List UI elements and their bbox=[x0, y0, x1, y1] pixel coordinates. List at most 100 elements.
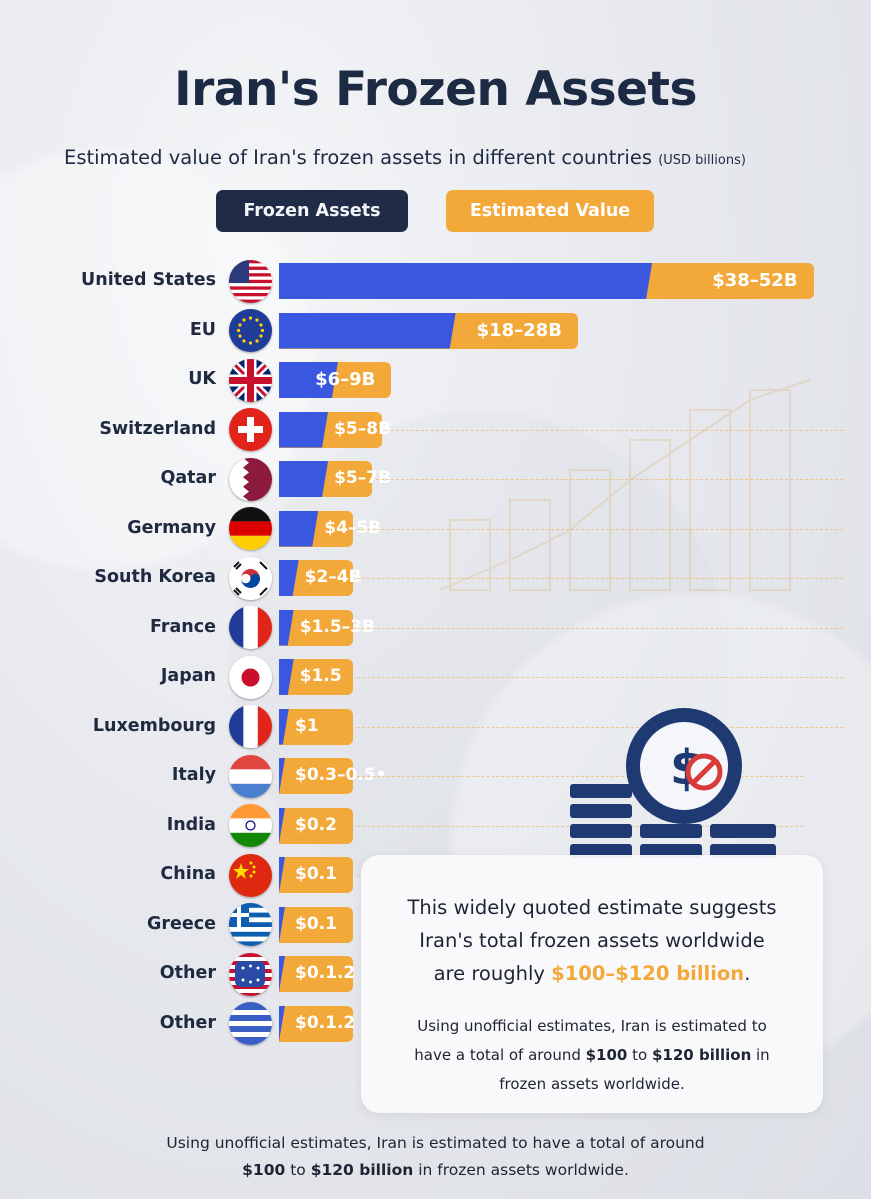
summary-headline: This widely quoted estimate suggests Ira… bbox=[361, 891, 823, 990]
other-flag-icon bbox=[229, 952, 272, 996]
bar-value-label: $1.5 bbox=[299, 666, 342, 686]
detail-line-3: frozen assets worldwide. bbox=[499, 1075, 685, 1093]
frozen-assets-bar bbox=[279, 560, 299, 596]
summary-line-3-post: . bbox=[744, 962, 751, 985]
detail-mid: to bbox=[627, 1046, 652, 1064]
legend-frozen-assets: Frozen Assets bbox=[216, 190, 408, 232]
subtitle-unit: (USD billions) bbox=[658, 153, 746, 168]
country-label: EU bbox=[189, 319, 216, 340]
country-label: Greece bbox=[147, 913, 216, 934]
frozen-assets-bar bbox=[279, 313, 456, 349]
chart-subtitle: Estimated value of Iran's frozen assets … bbox=[64, 146, 864, 169]
bar-value-label: $4–5B bbox=[324, 517, 382, 538]
us-flag-icon bbox=[229, 259, 272, 303]
country-label: Other bbox=[159, 1012, 216, 1033]
summary-highlight: $100–$120 billion bbox=[551, 962, 745, 985]
detail-bold-1: $100 bbox=[585, 1046, 628, 1064]
estimated-value-bar bbox=[279, 956, 353, 992]
frozen-assets-bar bbox=[279, 263, 652, 299]
bar-value-label: $0.1 bbox=[295, 913, 337, 934]
detail-line-2-pre: have a total of around bbox=[414, 1046, 586, 1064]
frozen-assets-bar bbox=[279, 857, 285, 893]
guide-line bbox=[357, 578, 843, 579]
page-title: Iran's Frozen Assets bbox=[174, 62, 697, 117]
estimated-value-bar bbox=[279, 758, 353, 794]
frozen-assets-bar bbox=[279, 511, 318, 547]
guide-line bbox=[357, 528, 843, 530]
guide-line bbox=[357, 776, 803, 777]
country-label: Italy bbox=[171, 765, 216, 785]
detail-line-1: Using unofficial estimates, Iran is esti… bbox=[417, 1017, 767, 1035]
bar-value-label: $0.1.2 bbox=[295, 1012, 356, 1033]
frozen-assets-bar bbox=[279, 907, 285, 943]
guide-line bbox=[357, 726, 843, 728]
frozen-money-icon: $ bbox=[570, 708, 776, 858]
bar-value-label: $1.5–3B bbox=[299, 616, 375, 637]
country-label: France bbox=[150, 616, 216, 637]
uk-flag-icon bbox=[229, 358, 272, 402]
legend-estimated-value: Estimated Value bbox=[446, 190, 654, 232]
estimated-value-bar bbox=[279, 906, 353, 943]
detail-line-2: have a total of around $100 to $120 bill… bbox=[361, 1041, 823, 1070]
summary-detail: Using unofficial estimates, Iran is esti… bbox=[361, 1012, 823, 1099]
country-label: Japan bbox=[160, 666, 216, 686]
subtitle-text: Estimated value of Iran's frozen assets … bbox=[64, 146, 652, 169]
frozen-assets-bar bbox=[279, 1006, 285, 1042]
guide-line bbox=[357, 677, 843, 678]
frozen-assets-bar bbox=[279, 709, 289, 745]
country-label: Qatar bbox=[160, 468, 217, 488]
summary-line-1: This widely quoted estimate suggests bbox=[407, 896, 777, 919]
summary-line-3: are roughly $100–$120 billion. bbox=[361, 957, 823, 990]
frozen-assets-bar bbox=[279, 362, 338, 398]
country-label: Luxembourg bbox=[92, 715, 216, 736]
bar-value-label: $0.2 bbox=[295, 814, 337, 835]
bar-value-label: $1 bbox=[295, 715, 319, 736]
germany-flag-icon bbox=[229, 507, 272, 550]
south-korea-flag-icon bbox=[229, 556, 272, 600]
footer-line-1: Using unofficial estimates, Iran is esti… bbox=[166, 1134, 705, 1152]
country-label: China bbox=[160, 864, 216, 884]
bar-value-label: $18–28B bbox=[476, 319, 562, 341]
summary-line-3-pre: are roughly bbox=[433, 962, 552, 985]
frozen-assets-bar bbox=[279, 956, 285, 992]
guide-line bbox=[375, 479, 843, 480]
country-label: Switzerland bbox=[99, 418, 216, 439]
china-flag-icon bbox=[229, 853, 272, 897]
detail-line-2-post: in bbox=[751, 1046, 770, 1064]
summary-card: This widely quoted estimate suggests Ira… bbox=[361, 855, 823, 1113]
bar-value-label: $6–9B bbox=[315, 369, 376, 390]
bar-value-label: $0.3–0.5• bbox=[295, 765, 387, 785]
country-label: United States bbox=[81, 270, 216, 290]
country-label: Other bbox=[159, 963, 216, 983]
india-flag-icon bbox=[229, 804, 272, 847]
frozen-assets-bar bbox=[279, 461, 328, 497]
country-label: South Korea bbox=[94, 567, 216, 587]
bar-value-label: $0.1 bbox=[295, 864, 337, 884]
greece-flag-icon bbox=[229, 903, 272, 946]
other-flag-icon-2 bbox=[229, 1002, 272, 1045]
bar-value-label: $2–4B bbox=[304, 567, 362, 587]
france-flag-icon bbox=[229, 606, 272, 649]
bar-value-label: $0.1.2 bbox=[295, 963, 356, 983]
japan-flag-icon bbox=[229, 655, 272, 699]
footer-post: in frozen assets worldwide. bbox=[413, 1161, 629, 1179]
guide-line bbox=[357, 627, 843, 629]
guide-line bbox=[385, 429, 843, 431]
estimated-value-bar bbox=[279, 1005, 353, 1042]
footer-mid: to bbox=[285, 1161, 311, 1179]
country-label: UK bbox=[188, 369, 216, 389]
italy-flag-icon bbox=[229, 754, 272, 798]
footer-note: Using unofficial estimates, Iran is esti… bbox=[0, 1130, 871, 1184]
switzerland-flag-icon bbox=[229, 408, 272, 451]
frozen-assets-bar bbox=[279, 412, 328, 448]
summary-line-2: Iran's total frozen assets worldwide bbox=[419, 929, 765, 952]
footer-bold-1: $100 bbox=[242, 1161, 286, 1179]
footer-line-2: $100 to $120 billion in frozen assets wo… bbox=[0, 1157, 871, 1184]
bar-value-label: $5–7B bbox=[334, 468, 392, 488]
country-label: Germany bbox=[127, 517, 216, 538]
luxembourg-flag-icon bbox=[229, 705, 272, 748]
estimated-value-bar bbox=[279, 807, 353, 844]
background-chart-decoration bbox=[439, 379, 811, 591]
qatar-flag-icon bbox=[229, 457, 272, 501]
bar-value-label: $5–8B bbox=[334, 418, 392, 439]
